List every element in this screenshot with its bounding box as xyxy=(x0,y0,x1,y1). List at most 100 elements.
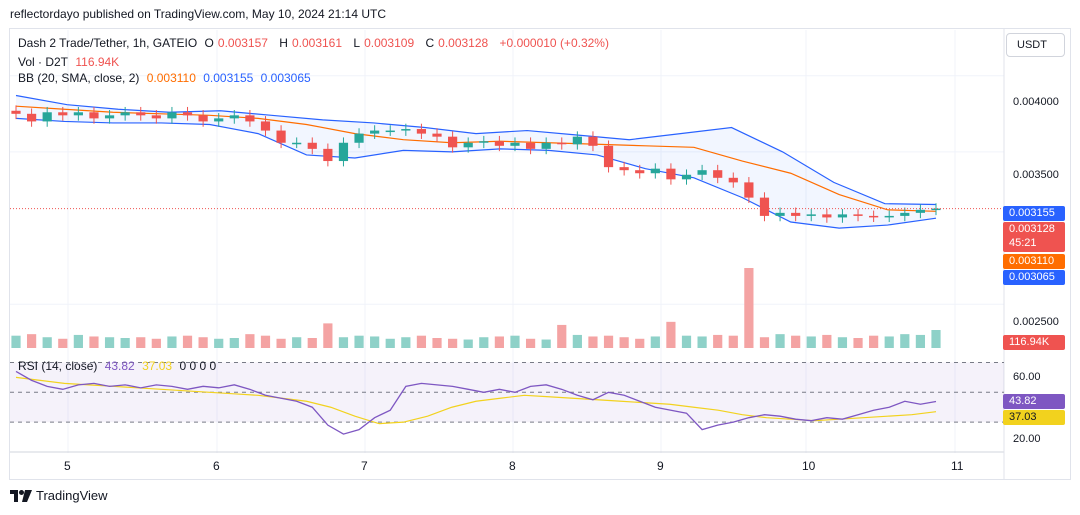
volume-bar xyxy=(525,338,536,348)
volume-bar xyxy=(401,337,411,348)
volume-bar xyxy=(619,337,629,348)
volume-bar xyxy=(323,323,333,348)
candle-body xyxy=(120,112,130,116)
candle-body xyxy=(89,112,99,119)
volume-bar xyxy=(26,334,37,348)
rsi-tick-label: 20.00 xyxy=(1013,433,1041,445)
candle-body xyxy=(136,112,146,116)
bb-legend: BB (20, SMA, close, 2) 0.003110 0.003155… xyxy=(18,71,315,85)
price-tick-label: 0.003500 xyxy=(1013,169,1059,181)
candle-body xyxy=(167,112,177,119)
volume-bar xyxy=(89,336,99,348)
candle-body xyxy=(58,112,68,116)
publish-line: reflectordayo published on TradingView.c… xyxy=(10,7,386,21)
candle-body xyxy=(635,170,645,174)
time-tick-label: 10 xyxy=(802,459,816,473)
bb-basis-tag: 0.003110 xyxy=(1003,254,1065,269)
rsi-value: 43.82 xyxy=(104,359,135,373)
volume-bar xyxy=(572,334,582,348)
candle-body xyxy=(931,208,941,211)
volume-bar xyxy=(463,339,473,348)
rsi-ma-value: 37.03 xyxy=(142,359,173,373)
volume-bar xyxy=(494,336,504,348)
currency-button[interactable]: USDT xyxy=(1006,33,1065,57)
volume-bar xyxy=(11,335,21,348)
volume-bar xyxy=(276,338,286,348)
tradingview-footer[interactable]: TradingView xyxy=(10,488,108,503)
candle-body xyxy=(775,212,785,216)
bb-lower-line xyxy=(15,117,937,229)
candle-body xyxy=(307,142,317,149)
volume-label[interactable]: Vol · D2T xyxy=(18,55,69,69)
time-tick-label: 7 xyxy=(361,459,368,473)
volume-bar xyxy=(822,334,832,348)
candle-body xyxy=(650,168,660,174)
volume-bar xyxy=(260,335,271,348)
candle-body xyxy=(713,170,723,178)
candle-body xyxy=(26,113,37,122)
candle-body xyxy=(869,215,879,218)
candle-body xyxy=(401,129,411,131)
rsi-tick-label: 60.00 xyxy=(1013,371,1041,383)
candle-body xyxy=(822,214,832,218)
volume-bar xyxy=(307,338,317,348)
volume-bar xyxy=(182,335,193,348)
last-price-value: 0.003128 xyxy=(1009,223,1055,235)
symbol-name[interactable]: Dash 2 Trade/Tether, 1h, GATEIO xyxy=(18,36,198,50)
rsi-ma-tag: 37.03 xyxy=(1003,410,1065,425)
time-tick-label: 6 xyxy=(213,459,220,473)
candle-body xyxy=(104,115,115,119)
volume-bar xyxy=(666,321,676,348)
volume-bar xyxy=(588,336,598,348)
volume-bar xyxy=(853,338,863,348)
rsi-label[interactable]: RSI (14, close) xyxy=(18,359,98,373)
volume-bar xyxy=(198,337,208,348)
candle-body xyxy=(370,130,380,134)
candle-body xyxy=(884,215,894,218)
volume-bar xyxy=(884,336,894,348)
volume-bar xyxy=(697,336,707,348)
candle-body xyxy=(557,142,567,145)
volume-bar xyxy=(354,335,364,348)
bb-label[interactable]: BB (20, SMA, close, 2) xyxy=(18,71,140,85)
candle-body xyxy=(572,136,582,145)
bb-lower-value: 0.003065 xyxy=(260,71,311,85)
bb-upper-value: 0.003155 xyxy=(203,71,254,85)
volume-bar xyxy=(214,338,224,348)
candle-body xyxy=(260,121,271,131)
candle-body xyxy=(214,118,224,122)
rsi-ma-line xyxy=(15,376,937,425)
candle-body xyxy=(728,177,738,183)
candle-body xyxy=(323,148,333,162)
close-label: C xyxy=(425,36,435,50)
candle-body xyxy=(697,170,707,175)
volume-bar xyxy=(728,335,738,348)
candle-body xyxy=(463,142,473,148)
volume-bar xyxy=(42,337,52,348)
volume-legend: Vol · D2T 116.94K xyxy=(18,55,123,69)
candle-body xyxy=(229,115,239,119)
candle-body xyxy=(494,141,504,146)
volume-bar xyxy=(744,268,754,348)
symbol-legend: Dash 2 Trade/Tether, 1h, GATEIO O 0.00315… xyxy=(18,36,613,50)
candle-body xyxy=(619,167,629,171)
volume-bar xyxy=(151,338,161,348)
volume-bar xyxy=(759,337,770,348)
rsi-legend: RSI (14, close) 43.82 37.03 0 0 0 0 xyxy=(18,359,220,373)
tradingview-brand: TradingView xyxy=(36,488,108,503)
candle-body xyxy=(354,133,364,143)
volume-bar xyxy=(370,336,380,348)
candle-body xyxy=(276,130,286,143)
volume-bar xyxy=(650,336,660,348)
candle-body xyxy=(681,174,692,180)
candle-body xyxy=(853,214,863,216)
last-price-tag: 0.003128 45:21 xyxy=(1003,222,1065,252)
candle-body xyxy=(479,141,489,143)
volume-bar xyxy=(541,339,551,348)
candle-body xyxy=(432,133,442,137)
chart-frame xyxy=(9,28,1071,480)
volume-tag: 116.94K xyxy=(1003,335,1065,350)
volume-bar xyxy=(775,334,785,348)
candle-body xyxy=(541,142,551,149)
